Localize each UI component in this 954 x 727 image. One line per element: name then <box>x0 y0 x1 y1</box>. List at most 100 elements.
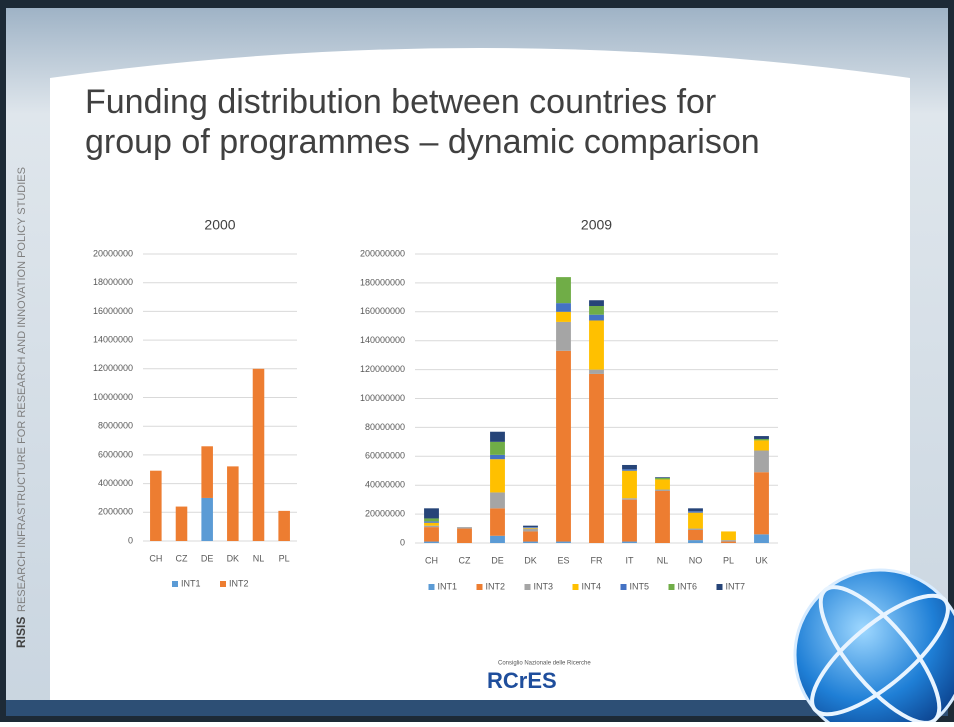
x-tick-label: NO <box>689 555 703 565</box>
bar-segment <box>490 508 505 536</box>
y-tick-label: 0 <box>128 535 133 545</box>
legend-swatch <box>428 584 435 590</box>
bar-segment <box>424 525 439 528</box>
legend-label: INT2 <box>486 581 506 591</box>
bar-segment <box>622 470 637 499</box>
slide-title: group of programmes – dynamic comparison <box>85 123 760 161</box>
legend-label: INT7 <box>726 581 746 591</box>
bar-segment <box>754 436 769 439</box>
y-tick-label: 18000000 <box>93 277 133 287</box>
bar-segment <box>424 522 439 526</box>
legend-swatch <box>620 584 627 590</box>
bar-segment <box>688 508 703 512</box>
bar-segment <box>622 464 637 470</box>
bar-segment <box>490 459 505 493</box>
y-tick-label: 10000000 <box>93 392 133 402</box>
bar-segment <box>175 506 188 541</box>
x-tick-label: PL <box>279 553 290 563</box>
legend-swatch <box>476 584 483 590</box>
bar-segment <box>622 499 637 542</box>
bar-segment <box>523 528 538 532</box>
bar-segment <box>721 540 736 542</box>
bar-segment <box>556 350 571 542</box>
legend-swatch <box>524 584 531 590</box>
x-tick-label: NL <box>253 553 265 563</box>
bar-segment <box>201 446 213 498</box>
bar-segment <box>523 525 538 528</box>
bar-segment <box>589 306 604 315</box>
bar-segment <box>278 510 290 541</box>
bar-segment <box>622 498 637 500</box>
y-tick-label: 140000000 <box>360 335 405 345</box>
x-tick-label: DK <box>227 553 240 563</box>
x-tick-label: CH <box>149 553 162 563</box>
legend-swatch <box>668 584 675 590</box>
bar-segment <box>457 527 472 529</box>
x-tick-label: FR <box>591 555 603 565</box>
x-tick-label: UK <box>755 555 768 565</box>
legend-label: INT5 <box>630 581 650 591</box>
chart-title: 2000 <box>204 217 235 233</box>
legend-label: INT1 <box>181 578 201 588</box>
y-tick-label: 2000000 <box>98 507 133 517</box>
legend-swatch <box>716 584 723 590</box>
slide-title: Funding distribution between countries f… <box>85 83 716 121</box>
legend-swatch <box>220 581 226 587</box>
bar-segment <box>556 277 571 304</box>
globe <box>793 568 954 727</box>
x-tick-label: CZ <box>176 553 188 563</box>
y-tick-label: 80000000 <box>365 422 405 432</box>
bottom-band <box>6 700 948 716</box>
bar-segment <box>424 527 439 542</box>
side-text: RESEARCH INFRASTRUCTURE FOR RESEARCH AND… <box>16 167 28 612</box>
bar-segment <box>589 300 604 307</box>
x-tick-label: NL <box>657 555 669 565</box>
bar-segment <box>424 508 439 519</box>
legend-label: INT6 <box>678 581 698 591</box>
bar-segment <box>721 541 736 543</box>
bar-segment <box>252 368 265 541</box>
legend-swatch <box>172 581 178 587</box>
bar-segment <box>655 489 670 491</box>
logo: RCrES <box>487 668 557 693</box>
bar-segment <box>490 492 505 509</box>
y-tick-label: 14000000 <box>93 334 133 344</box>
bar-segment <box>655 490 670 543</box>
bar-segment <box>523 527 538 529</box>
bar-segment <box>688 511 703 513</box>
bar-segment <box>754 450 769 473</box>
bar-segment <box>556 321 571 351</box>
y-tick-label: 12000000 <box>93 363 133 373</box>
bar-segment <box>556 303 571 312</box>
bar-segment <box>523 527 538 528</box>
x-tick-label: CH <box>425 555 438 565</box>
x-tick-label: DE <box>201 553 214 563</box>
bar-segment <box>688 540 703 543</box>
bar-segment <box>201 497 213 541</box>
bar-segment <box>688 512 703 529</box>
bar-segment <box>227 466 239 541</box>
y-tick-label: 0 <box>400 537 405 547</box>
bar-segment <box>424 521 439 523</box>
bar-segment <box>622 541 637 543</box>
bar-segment <box>523 531 538 542</box>
bar-segment <box>622 469 637 471</box>
x-tick-label: DE <box>491 555 504 565</box>
bar-segment <box>688 529 703 541</box>
y-tick-label: 8000000 <box>98 421 133 431</box>
x-tick-label: ES <box>557 555 569 565</box>
bar-segment <box>589 373 604 543</box>
y-tick-label: 160000000 <box>360 306 405 316</box>
logo-caption: Consiglio Nazionale delle Ricerche <box>498 661 591 667</box>
bar-segment <box>457 528 472 543</box>
bar-segment <box>556 541 571 543</box>
y-tick-label: 200000000 <box>360 248 405 258</box>
bar-segment <box>589 369 604 374</box>
legend-label: INT3 <box>534 581 554 591</box>
y-tick-label: 40000000 <box>365 480 405 490</box>
bar-segment <box>523 541 538 543</box>
chart-title: 2009 <box>581 217 612 233</box>
bar-segment <box>490 441 505 455</box>
y-tick-label: 120000000 <box>360 364 405 374</box>
